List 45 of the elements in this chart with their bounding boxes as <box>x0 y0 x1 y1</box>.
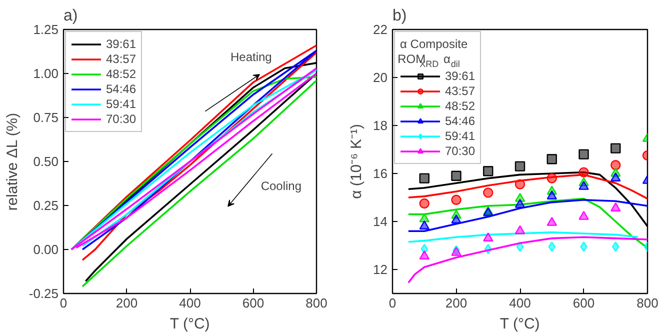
legend-label: 48:52 <box>106 67 136 81</box>
legend-label: 70:30 <box>106 112 136 126</box>
legend-label: 54:46 <box>106 82 136 96</box>
chart-title: a) <box>64 8 78 24</box>
legend-label: 43:57 <box>106 52 136 66</box>
y-tick-label: -0.25 <box>28 286 59 301</box>
legend-label: 43:57 <box>445 84 476 98</box>
y-tick-label: 18 <box>373 118 388 133</box>
y-tick-label: 16 <box>373 166 388 181</box>
y-tick-label: 0.50 <box>33 154 59 169</box>
y-tick-label: 12 <box>373 262 388 277</box>
y-tick-label: 0.00 <box>33 242 59 257</box>
x-tick-label: 400 <box>509 296 531 310</box>
legend-label: 54:46 <box>445 114 476 128</box>
x-tick-label: 800 <box>636 296 658 310</box>
x-tick-label: 0 <box>388 296 396 310</box>
chart-title: b) <box>392 8 407 24</box>
annotation: Heating <box>230 50 272 64</box>
y-tick-label: 0.25 <box>33 198 59 213</box>
x-tick-label: 0 <box>60 296 68 310</box>
y-tick-label: 20 <box>373 70 388 85</box>
x-tick-label: 800 <box>306 296 328 310</box>
x-tick-label: 200 <box>116 296 138 310</box>
legend-label: 59:41 <box>106 97 136 111</box>
legend-label: 39:61 <box>445 69 476 83</box>
annotation: ROMXRD <box>398 52 440 70</box>
x-tick-label: 600 <box>242 296 264 310</box>
x-axis-title: T (°C) <box>500 316 540 332</box>
legend-label: 48:52 <box>445 99 476 113</box>
x-tick-label: 200 <box>445 296 468 310</box>
y-tick-label: 1.00 <box>33 66 59 81</box>
y-tick-label: 14 <box>373 214 388 229</box>
y-axis-title: relative ΔL (%) <box>4 112 21 211</box>
y-axis-title: α (10⁻⁶ K⁻¹) <box>348 124 366 199</box>
x-tick-label: 400 <box>179 296 201 310</box>
legend-title: α Composite <box>400 37 469 51</box>
legend-label: 59:41 <box>445 129 476 143</box>
annotation: Cooling <box>260 179 302 194</box>
legend-label: 39:61 <box>106 37 136 51</box>
y-tick-label: 0.75 <box>33 110 59 125</box>
x-tick-label: 600 <box>572 296 595 310</box>
legend-label: 70:30 <box>445 144 476 158</box>
y-tick-label: 22 <box>373 22 388 37</box>
x-axis-title: T (°C) <box>170 316 210 332</box>
y-tick-label: 1.25 <box>33 22 59 37</box>
